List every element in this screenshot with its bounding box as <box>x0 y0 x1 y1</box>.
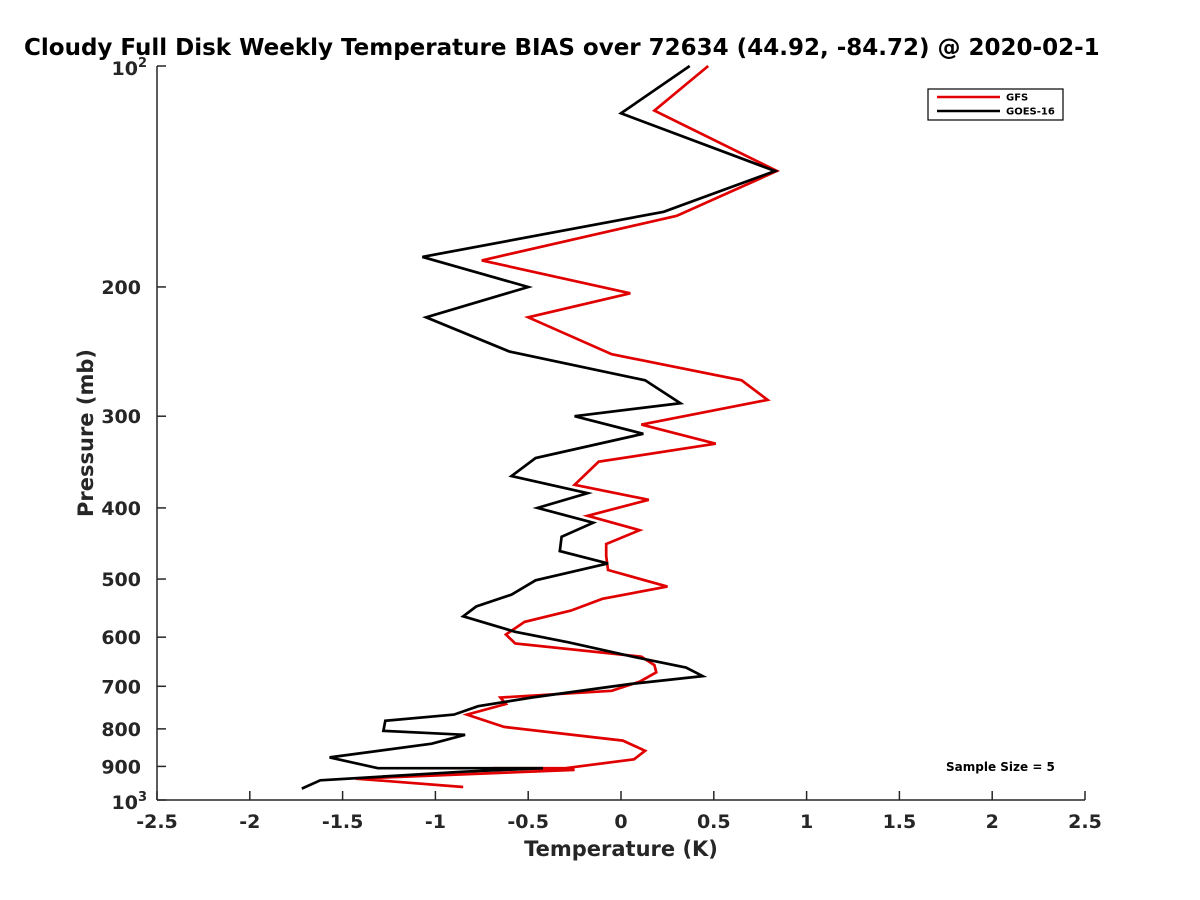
y-tick-label: 600 <box>101 627 141 649</box>
y-tick-label: 200 <box>101 277 141 299</box>
y-tick-label: 102 <box>112 56 148 80</box>
x-tick-label: 2 <box>986 811 999 833</box>
legend-label-goes16: GOES-16 <box>1006 107 1055 118</box>
series-line-gfs <box>355 64 781 789</box>
y-tick-label: 103 <box>112 790 148 814</box>
x-tick-label: -1 <box>425 811 446 833</box>
x-tick-label: -0.5 <box>507 811 549 833</box>
x-tick-label: -2 <box>239 811 260 833</box>
y-tick-label: 500 <box>101 569 141 591</box>
y-tick-label: 700 <box>101 676 141 698</box>
x-tick-label: 2.5 <box>1068 811 1102 833</box>
x-tick-label: -1.5 <box>322 811 364 833</box>
plot-axes <box>156 66 1085 801</box>
y-tick-label: 400 <box>101 498 141 520</box>
x-tick-label: -2.5 <box>136 811 178 833</box>
y-axis-ticks: 102 200 300 400 500 600 700 800 900 103 <box>101 56 166 814</box>
x-tick-label: 0.5 <box>697 811 731 833</box>
chart-title: Cloudy Full Disk Weekly Temperature BIAS… <box>24 35 1100 61</box>
series-line-goes16 <box>301 64 779 790</box>
x-axis-label: Temperature (K) <box>524 837 718 861</box>
y-tick-label: 300 <box>101 406 141 428</box>
x-tick-label: 1 <box>800 811 813 833</box>
x-axis-ticks: -2.5 -2 -1.5 -1 -0.5 0 0.5 1 1.5 2 2.5 <box>136 791 1102 833</box>
y-tick-label: 800 <box>101 719 141 741</box>
y-axis-label: Pressure (mb) <box>74 349 98 517</box>
sample-size-annotation: Sample Size = 5 <box>946 760 1055 774</box>
y-tick-label: 900 <box>101 756 141 778</box>
series-lines <box>301 64 781 790</box>
legend-label-gfs: GFS <box>1006 93 1028 104</box>
legend-box <box>927 88 1064 121</box>
chart-legend: GFS GOES-16 <box>927 88 1064 121</box>
x-tick-label: 0 <box>614 811 627 833</box>
x-tick-label: 1.5 <box>883 811 917 833</box>
